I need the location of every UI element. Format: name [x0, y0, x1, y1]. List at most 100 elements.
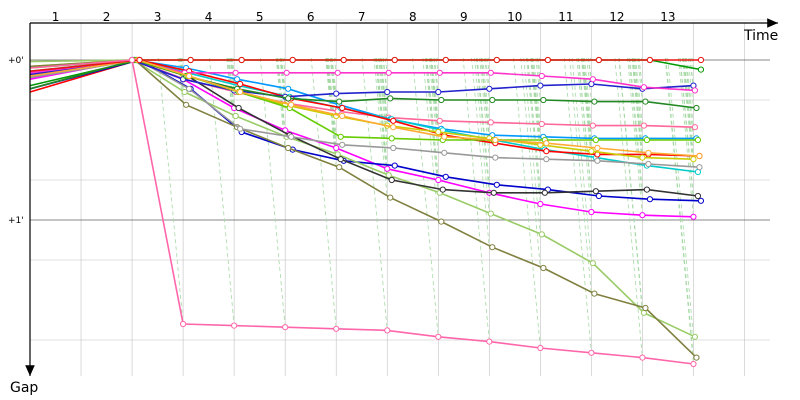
drop-line	[563, 57, 592, 353]
data-point	[489, 96, 496, 104]
series-19	[29, 56, 697, 368]
drop-line	[327, 57, 337, 137]
drop-line	[577, 57, 592, 197]
drop-line	[480, 57, 490, 141]
drop-line	[428, 57, 439, 153]
x-tick-label: 5	[256, 10, 264, 24]
data-point	[438, 218, 445, 225]
data-point	[543, 156, 550, 163]
data-point	[594, 144, 601, 152]
data-point	[237, 88, 244, 96]
data-point	[694, 136, 702, 144]
data-point	[592, 136, 599, 144]
data-point	[384, 327, 391, 334]
drop-line	[325, 57, 337, 160]
drop-line	[326, 57, 337, 155]
data-point	[388, 135, 395, 142]
data-point	[339, 141, 346, 148]
data-point	[238, 56, 245, 64]
data-point	[180, 320, 187, 328]
data-point	[691, 124, 699, 131]
data-point	[186, 85, 193, 92]
data-point	[646, 196, 654, 203]
data-point	[181, 88, 188, 96]
drop-line	[361, 57, 388, 331]
drop-line	[614, 57, 643, 358]
drop-line	[628, 57, 643, 200]
data-point	[336, 98, 343, 105]
drop-line	[576, 57, 592, 213]
data-point	[339, 112, 346, 120]
data-point	[697, 66, 705, 73]
data-point	[333, 144, 340, 152]
data-point	[435, 128, 442, 136]
data-point	[594, 157, 601, 164]
data-point	[543, 140, 550, 147]
drop-line	[373, 57, 388, 198]
drop-line	[331, 57, 337, 94]
drop-line	[618, 57, 643, 313]
series-3	[29, 56, 700, 142]
y-axis-label: Gap	[10, 380, 38, 396]
drop-line	[665, 57, 694, 358]
data-point	[640, 84, 648, 91]
data-point	[435, 176, 442, 184]
data-point	[435, 88, 442, 96]
x-tick-labels: 1 2 3 4 5 6 7 8 9 10 11 12 13	[52, 10, 676, 24]
drop-line	[476, 57, 490, 193]
data-point	[588, 349, 595, 356]
data-point	[186, 72, 193, 80]
drop-line	[482, 57, 490, 123]
data-point	[128, 56, 136, 64]
drop-line	[474, 57, 490, 214]
data-point	[642, 98, 649, 105]
drop-line	[426, 57, 439, 177]
drop-line	[584, 57, 592, 126]
data-point	[588, 148, 595, 155]
drop-line	[627, 57, 643, 216]
drop-line	[689, 57, 694, 91]
data-point	[136, 56, 143, 64]
drop-line	[635, 57, 643, 126]
drop-line	[537, 57, 541, 77]
series-line	[29, 59, 694, 160]
data-point	[490, 189, 497, 196]
data-point	[339, 104, 346, 112]
data-point	[337, 133, 344, 140]
drop-line	[571, 57, 592, 264]
data-point	[285, 144, 292, 152]
drop-line	[638, 57, 643, 88]
data-point	[589, 76, 596, 83]
x-tick-label: 9	[460, 10, 468, 24]
data-point	[183, 101, 190, 108]
drop-line	[380, 57, 388, 121]
x-tick-label: 2	[103, 10, 111, 24]
drop-line	[280, 57, 286, 99]
data-point	[540, 96, 547, 104]
data-point	[289, 56, 296, 64]
drop-line	[382, 57, 388, 93]
data-point	[588, 208, 595, 216]
drop-line	[430, 57, 439, 133]
data-point	[537, 200, 544, 208]
drop-line	[527, 57, 541, 193]
data-point	[282, 324, 289, 331]
data-point	[697, 197, 705, 204]
data-point	[436, 69, 443, 76]
data-point	[538, 231, 545, 238]
drop-line	[569, 57, 592, 294]
data-point	[441, 133, 448, 140]
series-18	[29, 56, 705, 72]
data-point	[285, 85, 292, 92]
x-tick-label: 12	[609, 10, 624, 24]
data-point	[390, 144, 397, 152]
series-9	[29, 56, 700, 361]
series-10	[29, 56, 702, 200]
x-tick-label: 1	[52, 10, 60, 24]
data-point	[486, 85, 493, 92]
drop-line	[158, 57, 184, 325]
data-point	[441, 149, 448, 156]
drop-line	[276, 57, 286, 137]
data-point	[595, 192, 602, 200]
